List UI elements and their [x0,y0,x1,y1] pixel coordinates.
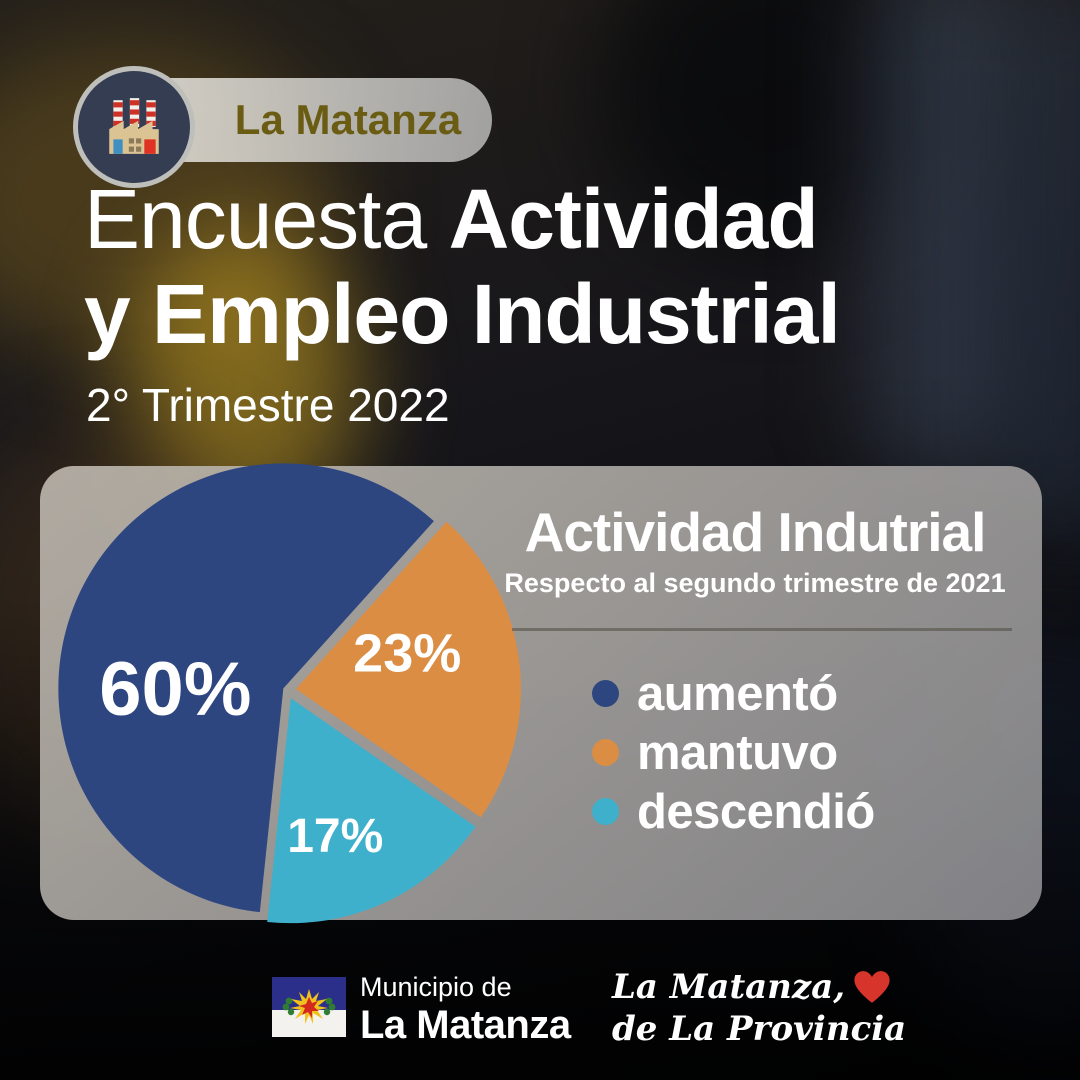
municipality-flag [272,977,346,1042]
chart-title: Actividad Indutrial [524,501,987,563]
pie-chart: 60% 23% 17% [58,463,521,924]
badge-circle [73,66,195,188]
badge-label: La Matanza [234,96,462,143]
pie-label-descendió: 17% [287,810,383,863]
pie-label-aumentó: 60% [99,647,251,732]
municipality-line1: Municipio de [360,972,512,1002]
title-word-encuesta: Encuesta [84,172,449,266]
factory-icon [109,98,159,154]
legend-dot-aumento [592,680,619,707]
title-word-actividad: Actividad [448,172,819,266]
background-blob [1010,0,1080,540]
page-subtitle: 2° Trimestre 2022 [86,379,450,431]
legend-label: descendió [637,784,875,839]
legend-label: aumentó [637,666,838,721]
divider [512,628,1012,631]
legend-dot-descendio [592,798,619,825]
slogan-line2: de La Provincia [612,1009,907,1049]
background-blob [870,0,1020,480]
chart-subtitle: Respecto al segundo trimestre de 2021 [504,568,1006,598]
slogan-line1: La Matanza, [612,967,846,1007]
municipality-line2: La Matanza [360,1003,571,1047]
chart-legend: aumentó mantuvo descendió [592,664,875,841]
pie-slice-descendió [267,698,476,924]
page-title: Encuesta Actividad y Empleo Industrial [84,172,841,362]
heart-icon [854,971,890,1003]
pie-slice-mantuvo [295,521,521,818]
legend-item-aumento: aumentó [592,664,875,723]
municipality-logo-text: Municipio de La Matanza [360,972,571,1048]
legend-item-mantuvo: mantuvo [592,723,875,782]
title-line-1: Encuesta Actividad [84,172,840,267]
legend-dot-mantuvo [592,739,619,766]
legend-item-descendio: descendió [592,782,875,841]
slogan-logo: La Matanza, de La Provincia [612,966,906,1050]
pie-label-mantuvo: 23% [353,624,461,684]
pie-slice-aumentó [58,463,434,913]
legend-label: mantuvo [637,725,838,780]
title-line-2: y Empleo Industrial [84,267,841,361]
